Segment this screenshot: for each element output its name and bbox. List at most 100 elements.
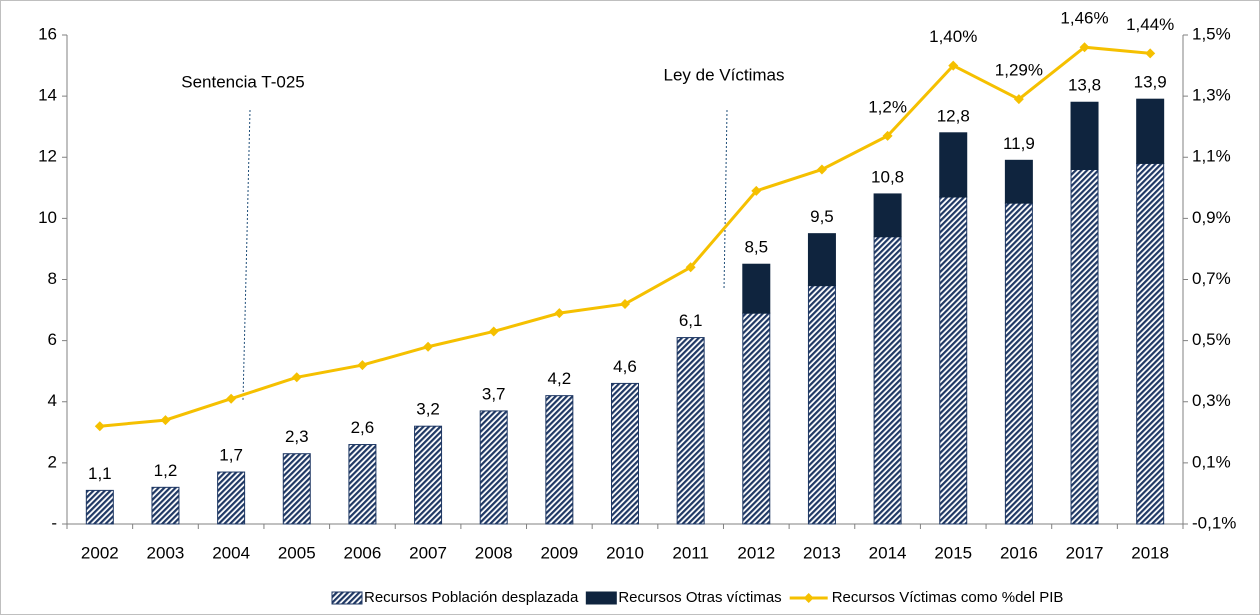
line-marker bbox=[488, 326, 499, 337]
line-label: 1,40% bbox=[929, 27, 977, 46]
x-tick-label: 2003 bbox=[147, 543, 185, 562]
bar-segment bbox=[873, 236, 902, 525]
y2-tick-label: 1,1% bbox=[1192, 147, 1231, 166]
x-tick-label: 2008 bbox=[475, 543, 513, 562]
bar-segment bbox=[151, 486, 180, 525]
bar-segment bbox=[545, 395, 574, 525]
y-tick-label: 12 bbox=[38, 147, 57, 166]
bar-segment bbox=[939, 132, 968, 198]
total-label: 10,8 bbox=[871, 167, 904, 186]
bar-segment bbox=[1136, 98, 1165, 164]
y-tick-label: 8 bbox=[48, 269, 57, 288]
legend-swatch bbox=[331, 591, 363, 605]
bar-segment bbox=[1070, 101, 1099, 170]
line-marker bbox=[1079, 42, 1090, 53]
bar-segment bbox=[1004, 202, 1033, 525]
line-marker bbox=[160, 415, 171, 426]
bar-segment bbox=[611, 382, 639, 525]
total-label: 8,5 bbox=[744, 238, 768, 257]
x-tick-label: 2011 bbox=[672, 543, 709, 562]
x-tick-label: 2004 bbox=[212, 543, 250, 562]
x-tick-label: 2016 bbox=[1000, 543, 1038, 562]
y-tick-label: 14 bbox=[38, 86, 57, 105]
bar-segment bbox=[217, 471, 246, 525]
line-label: 1,44% bbox=[1126, 15, 1174, 34]
bar-segment bbox=[479, 410, 508, 525]
legend-label: Recursos Población desplazada bbox=[364, 589, 579, 606]
total-label: 1,2 bbox=[154, 461, 178, 480]
bar-segment bbox=[676, 337, 705, 525]
x-tick-label: 2010 bbox=[606, 543, 644, 562]
y2-tick-label: 0,9% bbox=[1192, 208, 1231, 227]
legend-swatch bbox=[585, 591, 617, 605]
line-marker bbox=[1013, 94, 1024, 105]
total-label: 6,1 bbox=[679, 311, 703, 330]
y-tick-label: 4 bbox=[48, 391, 57, 410]
y2-tick-label: 1,3% bbox=[1192, 86, 1231, 105]
line-marker bbox=[948, 60, 959, 71]
x-tick-label: 2009 bbox=[540, 543, 578, 562]
bar-segment bbox=[939, 196, 968, 525]
total-label: 13,8 bbox=[1068, 76, 1101, 95]
total-label: 12,8 bbox=[937, 106, 970, 125]
line-marker bbox=[620, 298, 630, 309]
legend-swatch bbox=[803, 593, 814, 603]
bar-segment bbox=[807, 285, 836, 525]
total-label: 9,5 bbox=[810, 207, 834, 226]
bar-segment bbox=[873, 193, 902, 238]
annotation-line bbox=[242, 109, 251, 401]
line-marker bbox=[816, 164, 827, 175]
total-label: 2,6 bbox=[351, 418, 375, 437]
annotation: Ley de Víctimas bbox=[664, 65, 785, 84]
y2-tick-label: 0,5% bbox=[1192, 330, 1231, 349]
line-label: 1,2% bbox=[868, 97, 907, 116]
total-label: 1,1 bbox=[88, 464, 112, 483]
line-marker bbox=[423, 341, 434, 352]
total-label: 2,3 bbox=[285, 427, 309, 446]
total-label: 13,9 bbox=[1134, 73, 1167, 92]
line-marker bbox=[1145, 48, 1156, 59]
total-label: 4,2 bbox=[548, 369, 572, 388]
x-tick-label: 2017 bbox=[1066, 543, 1104, 562]
line-marker bbox=[291, 372, 302, 383]
line-marker bbox=[94, 421, 105, 432]
total-label: 3,7 bbox=[482, 384, 506, 403]
x-tick-label: 2018 bbox=[1131, 543, 1169, 562]
annotation: Sentencia T-025 bbox=[181, 72, 305, 91]
x-tick-label: 2007 bbox=[409, 543, 447, 562]
line-marker bbox=[882, 130, 893, 141]
y2-tick-label: 1,5% bbox=[1192, 24, 1231, 43]
legend-label: Recursos Víctimas como %del PIB bbox=[832, 589, 1064, 606]
line-marker bbox=[226, 393, 237, 404]
x-tick-label: 2006 bbox=[343, 543, 381, 562]
bar-segment bbox=[414, 425, 443, 525]
y-tick-label: 6 bbox=[48, 330, 57, 349]
y2-tick-label: 0,1% bbox=[1192, 452, 1231, 471]
bar-segment bbox=[282, 453, 311, 525]
y2-tick-label: 0,3% bbox=[1192, 391, 1231, 410]
y-tick-label: 10 bbox=[38, 208, 57, 227]
bar-segment bbox=[1136, 162, 1165, 525]
line-label: 1,46% bbox=[1060, 9, 1108, 28]
bar-segment bbox=[348, 444, 377, 525]
line-marker bbox=[685, 262, 696, 273]
bar-segment bbox=[807, 233, 836, 287]
x-tick-label: 2014 bbox=[869, 543, 907, 562]
bar-segment bbox=[85, 489, 114, 525]
bar-segment bbox=[742, 263, 771, 314]
y-tick-label: 16 bbox=[38, 24, 57, 43]
line-marker bbox=[751, 185, 762, 196]
line-marker bbox=[554, 308, 565, 319]
bar-segment bbox=[742, 312, 771, 525]
total-label: 1,7 bbox=[219, 446, 243, 465]
bar-segment bbox=[1070, 168, 1099, 525]
line-label: 1,29% bbox=[995, 61, 1043, 80]
y-tick-label: - bbox=[51, 513, 57, 532]
total-label: 4,6 bbox=[613, 357, 637, 376]
x-tick-label: 2005 bbox=[278, 543, 316, 562]
line-marker bbox=[357, 360, 368, 371]
x-tick-label: 2012 bbox=[737, 543, 775, 562]
y-tick-label: 2 bbox=[48, 452, 57, 471]
y2-tick-label: -0,1% bbox=[1192, 513, 1236, 532]
